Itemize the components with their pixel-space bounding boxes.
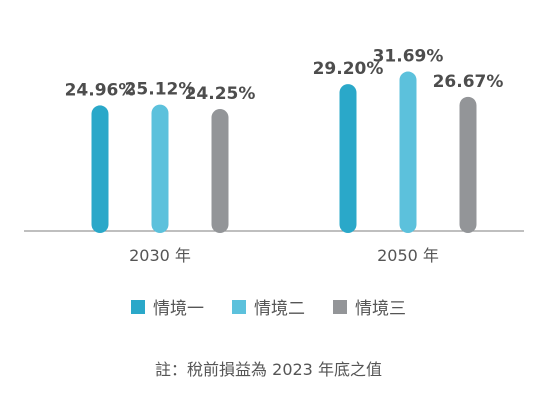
legend: 情境一 情境二 情境三 — [0, 294, 537, 319]
bar-2-3 — [459, 96, 477, 233]
x-tick-label-1: 2030 年 — [129, 246, 191, 265]
data-label-2-2: 31.69% — [373, 47, 444, 67]
data-label-1-1: 24.96% — [65, 80, 136, 100]
legend-label: 情境三 — [355, 299, 406, 319]
legend-label: 情境一 — [153, 299, 204, 319]
legend-swatch — [131, 299, 145, 314]
chart-note: 註：稅前損益為 2023 年底之值 — [155, 360, 382, 379]
bar-2-2 — [399, 71, 417, 233]
bar-1-1 — [91, 105, 109, 233]
legend-item-3: 情境三 — [333, 294, 406, 319]
data-label-1-2: 25.12% — [125, 80, 196, 100]
data-label-1-3: 24.25% — [185, 84, 256, 104]
legend-label: 情境二 — [254, 299, 305, 319]
data-label-2-3: 26.67% — [433, 72, 504, 92]
legend-item-2: 情境二 — [232, 294, 305, 319]
x-tick-label-2: 2050 年 — [377, 246, 439, 265]
legend-item-1: 情境一 — [131, 294, 204, 319]
bar-2-1 — [339, 84, 357, 234]
bar-1-3 — [211, 108, 229, 233]
bar-1-2 — [151, 104, 169, 234]
bar-chart: 24.96%25.12%24.25% 2030 年 29.20%31.69% 26.6… — [24, 47, 524, 265]
data-label-2-1: 29.20% — [313, 59, 384, 79]
legend-swatch — [333, 299, 347, 314]
legend-swatch — [232, 299, 246, 314]
